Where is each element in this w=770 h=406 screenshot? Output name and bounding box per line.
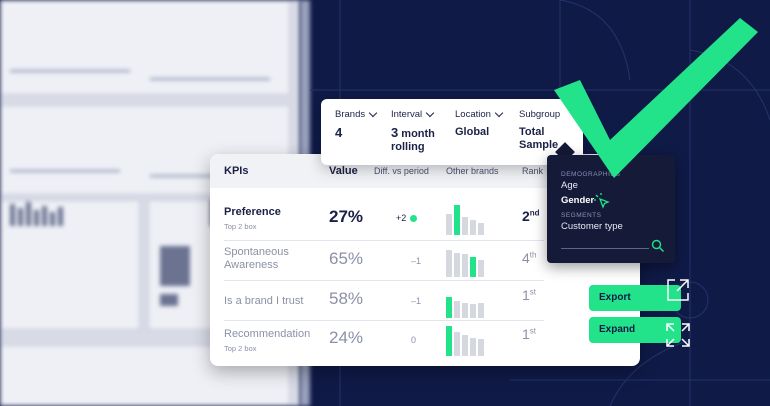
other-brands-sparkbars [446,326,486,356]
cursor-click-icon [594,193,610,209]
option-age[interactable]: Age [561,180,578,191]
spark-bar [470,220,476,235]
spark-bar [478,260,484,277]
kpi-rank-number: 1 [522,287,530,303]
filter-label: Interval [391,109,423,120]
kpi-subtitle: Top 2 box [224,222,257,231]
export-label: Export [599,292,631,303]
chevron-down-icon [368,108,378,118]
spark-bar [454,205,460,235]
kpi-rank-suffix: st [529,287,537,297]
filter-label: Subgroup [519,109,561,120]
filter-value: Global [455,126,490,138]
row-divider [224,240,544,241]
kpi-value: 24% [329,328,364,347]
spark-bar [478,339,484,356]
kpi-diff-value: –1 [411,256,422,266]
kpi-rank-suffix: nd [529,208,540,218]
table-row[interactable]: Preference Top 2 box 27% +2 2nd [224,200,554,240]
kpi-value: 27% [329,207,364,226]
spark-bar [446,250,452,277]
kpi-diff: –1 [411,296,421,306]
header-value: Value [329,165,358,177]
header-diff: Diff. vs period [374,166,429,176]
spark-bar [478,223,484,235]
filter-location[interactable]: Location Global [455,108,504,139]
filter-subgroup[interactable]: Subgroup Total Sample [519,109,574,152]
filter-bar: Brands 4 Interval 3 month rolling Locati… [321,99,583,165]
other-brands-sparkbars [446,288,486,318]
kpi-rank: 1st [522,287,536,303]
filter-label: Brands [335,109,366,120]
kpi-value: 58% [329,289,364,308]
kpi-diff-value: +2 [396,213,407,223]
search-icon[interactable] [651,239,665,253]
filter-label: Location [455,109,491,120]
filter-value: 3 [391,125,399,140]
kpi-diff-value: –1 [411,296,422,306]
option-gender[interactable]: Gender [561,195,595,206]
section-label-segments: SEGMENTS [561,212,602,219]
kpi-rank-suffix: st [529,326,537,336]
kpi-rank-number: 4 [522,250,530,266]
kpi-name: Is a brand I trust [224,295,304,307]
spark-bar [462,303,468,318]
kpi-rank-suffix: th [529,250,537,260]
spark-bar [470,257,476,277]
kpi-rank: 1st [522,326,536,342]
kpi-rank-number: 1 [522,326,530,342]
header-kpis: KPIs [224,165,249,177]
spark-bar [470,338,476,356]
spark-bar [446,326,452,356]
row-divider [224,320,544,321]
positive-dot-icon [410,214,418,222]
row-divider [224,280,544,281]
expand-icon[interactable] [665,322,691,348]
kpi-rank: 2nd [522,208,540,224]
option-customer-type[interactable]: Customer type [561,221,623,232]
spark-bar [446,214,452,235]
filter-interval[interactable]: Interval 3 month rolling [391,108,451,154]
spark-bar [454,253,460,277]
section-label-demographics: DEMOGRAPHICS [561,171,621,178]
filter-brands[interactable]: Brands 4 [335,108,378,141]
kpi-subtitle: Top 2 box [224,344,257,353]
external-link-icon[interactable] [665,277,691,303]
chevron-down-icon [494,108,504,118]
filter-value-unit: month rolling [391,128,435,153]
kpi-diff: 0 [411,335,416,345]
expand-label: Expand [599,324,636,335]
spark-bar [462,254,468,277]
spark-bar [462,335,468,356]
chevron-down-icon [425,108,435,118]
table-row[interactable]: Is a brand I trust 58% –1 1st [224,282,554,322]
kpi-diff-value: 0 [411,335,417,345]
expand-button[interactable]: Expand [589,317,681,343]
export-button[interactable]: Export [589,285,681,311]
table-row[interactable]: Recommendation Top 2 box 24% 0 1st [224,322,554,362]
filter-value: 4 [335,125,343,140]
other-brands-sparkbars [446,247,486,277]
header-other-brands: Other brands [446,166,499,176]
spark-bar [454,332,460,356]
kpi-rank: 4th [522,250,536,266]
search-input[interactable] [561,248,649,249]
table-row[interactable]: Spontaneous Awareness 65% –1 4th [224,242,554,282]
spark-bar [470,304,476,318]
spark-bar [446,297,452,318]
kpi-diff: +2 [396,213,418,223]
kpi-name: Spontaneous Awareness [224,246,289,271]
kpi-name: Recommendation [224,328,311,340]
kpi-name: Preference [224,206,281,218]
kpi-value: 65% [329,249,364,268]
kpi-diff: –1 [411,256,421,266]
spark-bar [478,303,484,318]
spark-bar [454,301,460,318]
header-rank: Rank [522,166,544,176]
kpi-rank-number: 2 [522,208,530,224]
filter-value: Total Sample [519,126,559,151]
spark-bar [462,217,468,235]
other-brands-sparkbars [446,205,486,235]
checkmark-icon [554,18,758,178]
